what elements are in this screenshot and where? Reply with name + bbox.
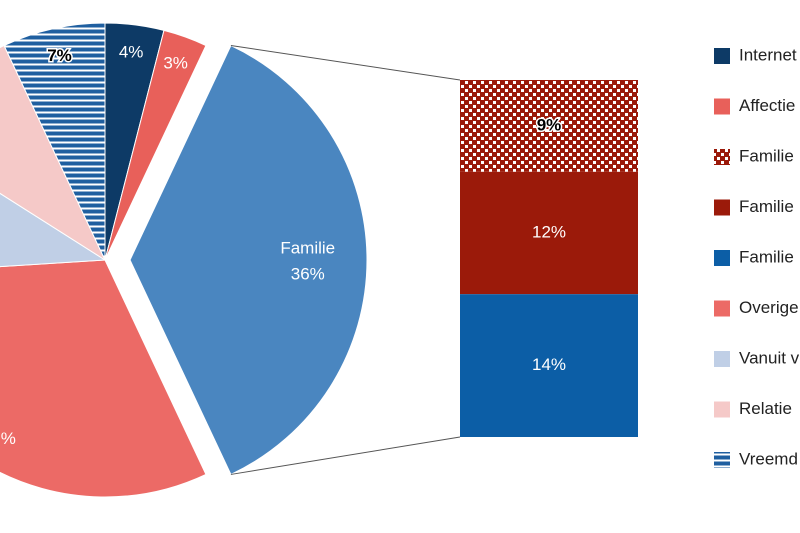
- legend-swatch: [714, 48, 730, 64]
- legend-swatch: [714, 199, 730, 216]
- bar-segment: [460, 80, 638, 172]
- legend-label: Familie: [739, 146, 794, 165]
- legend-label: Familie: [739, 247, 794, 266]
- legend-swatch: [714, 401, 730, 418]
- connector-line: [230, 436, 461, 475]
- legend-label: Relatie: [739, 399, 792, 418]
- legend-label: Overige: [739, 298, 799, 317]
- slice-value-label: 7%: [47, 46, 72, 65]
- pie-slice: [104, 29, 207, 261]
- legend-label: Internet: [739, 45, 797, 64]
- legend-label: Familie: [739, 197, 794, 216]
- pie-slice: [0, 259, 207, 498]
- legend-swatch: [714, 351, 730, 367]
- slice-value-label: 36%: [291, 264, 325, 283]
- legend-label: Vreemd: [739, 449, 798, 468]
- pie-slice: [3, 22, 106, 261]
- pie-slice: [129, 44, 368, 476]
- slice-value-label: 4%: [119, 43, 144, 62]
- legend-swatch: [714, 250, 730, 266]
- legend-swatch: [714, 300, 730, 317]
- bar-value-label: 14%: [532, 355, 566, 374]
- legend-label: Affectie: [739, 96, 795, 115]
- bar-segment: [460, 294, 638, 437]
- pie-slice: [0, 44, 107, 262]
- legend-swatch: [714, 452, 730, 468]
- legend-swatch: [714, 149, 730, 165]
- legend-label: Vanuit v: [739, 348, 800, 367]
- slice-value-label: 31%: [0, 429, 16, 448]
- bar-segment: [460, 171, 638, 295]
- legend-swatch: [714, 98, 730, 115]
- slice-category-label: Familie: [280, 238, 335, 257]
- connector-line: [230, 45, 461, 81]
- bar-value-label: 12%: [532, 222, 566, 241]
- pie-slice: [0, 192, 107, 268]
- slice-value-label: 3%: [163, 53, 188, 72]
- bar-value-label: 9%: [537, 115, 562, 134]
